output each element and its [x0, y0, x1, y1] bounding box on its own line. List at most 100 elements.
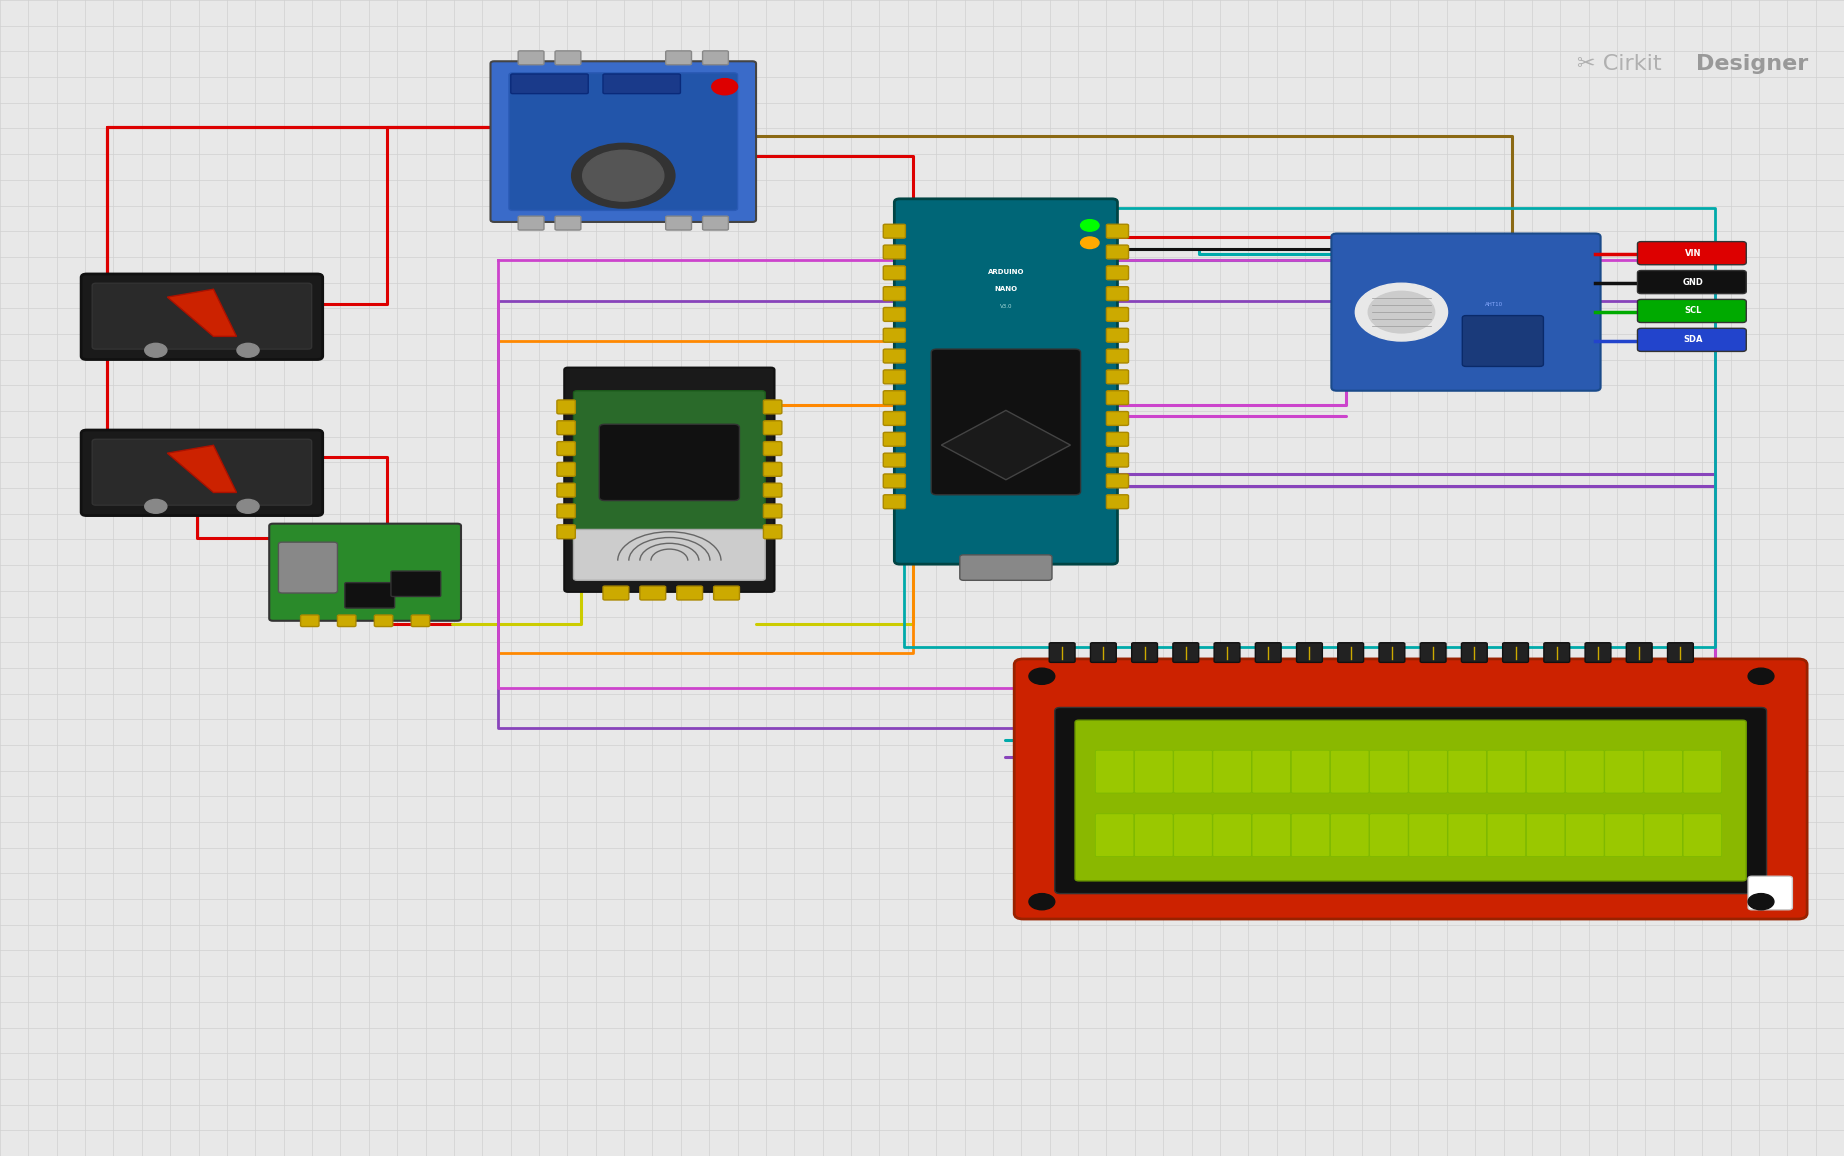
FancyBboxPatch shape	[269, 524, 461, 621]
FancyBboxPatch shape	[491, 61, 756, 222]
FancyBboxPatch shape	[1527, 750, 1566, 793]
FancyBboxPatch shape	[883, 453, 905, 467]
FancyBboxPatch shape	[883, 370, 905, 384]
FancyBboxPatch shape	[894, 199, 1117, 564]
FancyBboxPatch shape	[557, 442, 575, 455]
FancyBboxPatch shape	[1106, 266, 1129, 280]
FancyBboxPatch shape	[557, 462, 575, 476]
FancyBboxPatch shape	[301, 615, 319, 627]
FancyBboxPatch shape	[411, 615, 430, 627]
FancyBboxPatch shape	[518, 51, 544, 65]
FancyBboxPatch shape	[1106, 412, 1129, 425]
FancyBboxPatch shape	[883, 287, 905, 301]
FancyBboxPatch shape	[1462, 643, 1488, 662]
Polygon shape	[940, 410, 1070, 480]
FancyBboxPatch shape	[883, 412, 905, 425]
Text: V3.0: V3.0	[999, 304, 1012, 309]
FancyBboxPatch shape	[1106, 474, 1129, 488]
FancyBboxPatch shape	[557, 483, 575, 497]
FancyBboxPatch shape	[1213, 643, 1239, 662]
FancyBboxPatch shape	[677, 586, 703, 600]
FancyBboxPatch shape	[1095, 750, 1134, 793]
FancyBboxPatch shape	[92, 283, 312, 349]
FancyBboxPatch shape	[1106, 328, 1129, 342]
FancyBboxPatch shape	[345, 583, 395, 608]
FancyBboxPatch shape	[1337, 643, 1363, 662]
FancyBboxPatch shape	[603, 586, 629, 600]
Text: NANO: NANO	[994, 286, 1018, 292]
FancyBboxPatch shape	[557, 525, 575, 539]
FancyBboxPatch shape	[1566, 750, 1604, 793]
FancyBboxPatch shape	[1106, 224, 1129, 238]
Polygon shape	[168, 289, 236, 336]
FancyBboxPatch shape	[1252, 814, 1291, 857]
FancyBboxPatch shape	[599, 424, 739, 501]
FancyBboxPatch shape	[883, 224, 905, 238]
FancyBboxPatch shape	[1637, 299, 1746, 323]
Circle shape	[1748, 894, 1774, 910]
FancyBboxPatch shape	[1014, 659, 1807, 919]
Circle shape	[236, 499, 258, 513]
FancyBboxPatch shape	[1637, 242, 1746, 265]
FancyBboxPatch shape	[573, 529, 765, 580]
FancyBboxPatch shape	[1291, 750, 1330, 793]
FancyBboxPatch shape	[1645, 750, 1682, 793]
FancyBboxPatch shape	[1132, 643, 1158, 662]
FancyBboxPatch shape	[1095, 814, 1134, 857]
FancyBboxPatch shape	[1379, 643, 1405, 662]
FancyBboxPatch shape	[703, 216, 728, 230]
FancyBboxPatch shape	[1667, 643, 1693, 662]
FancyBboxPatch shape	[1370, 750, 1409, 793]
FancyBboxPatch shape	[883, 495, 905, 509]
Circle shape	[572, 143, 675, 208]
FancyBboxPatch shape	[1173, 643, 1199, 662]
FancyBboxPatch shape	[1134, 814, 1173, 857]
FancyBboxPatch shape	[666, 216, 692, 230]
FancyBboxPatch shape	[1448, 750, 1486, 793]
FancyBboxPatch shape	[81, 430, 323, 516]
FancyBboxPatch shape	[703, 51, 728, 65]
FancyBboxPatch shape	[603, 74, 680, 94]
FancyBboxPatch shape	[763, 421, 782, 435]
FancyBboxPatch shape	[564, 368, 774, 592]
FancyBboxPatch shape	[1106, 245, 1129, 259]
FancyBboxPatch shape	[883, 245, 905, 259]
Circle shape	[712, 79, 738, 95]
FancyBboxPatch shape	[763, 462, 782, 476]
FancyBboxPatch shape	[883, 307, 905, 321]
FancyBboxPatch shape	[1106, 307, 1129, 321]
FancyBboxPatch shape	[1462, 316, 1543, 366]
Text: GND: GND	[1682, 277, 1704, 287]
Text: ✂ Cirkit: ✂ Cirkit	[1577, 53, 1669, 74]
FancyBboxPatch shape	[1256, 643, 1282, 662]
Text: Designer: Designer	[1696, 53, 1809, 74]
FancyBboxPatch shape	[1488, 750, 1525, 793]
FancyBboxPatch shape	[1409, 814, 1448, 857]
FancyBboxPatch shape	[278, 542, 337, 593]
FancyBboxPatch shape	[509, 73, 738, 210]
Circle shape	[1368, 291, 1435, 333]
FancyBboxPatch shape	[1213, 814, 1252, 857]
FancyBboxPatch shape	[1645, 814, 1682, 857]
FancyBboxPatch shape	[1106, 287, 1129, 301]
FancyBboxPatch shape	[666, 51, 692, 65]
FancyBboxPatch shape	[883, 328, 905, 342]
Text: SCL: SCL	[1684, 306, 1702, 316]
FancyBboxPatch shape	[1106, 432, 1129, 446]
FancyBboxPatch shape	[1543, 643, 1569, 662]
FancyBboxPatch shape	[1213, 750, 1252, 793]
FancyBboxPatch shape	[1134, 750, 1173, 793]
FancyBboxPatch shape	[1331, 750, 1368, 793]
FancyBboxPatch shape	[1566, 814, 1604, 857]
FancyBboxPatch shape	[1175, 814, 1212, 857]
FancyBboxPatch shape	[557, 400, 575, 414]
FancyBboxPatch shape	[557, 421, 575, 435]
FancyBboxPatch shape	[1527, 814, 1566, 857]
FancyBboxPatch shape	[1586, 643, 1612, 662]
FancyBboxPatch shape	[1637, 271, 1746, 294]
FancyBboxPatch shape	[555, 216, 581, 230]
FancyBboxPatch shape	[1252, 750, 1291, 793]
Circle shape	[236, 343, 258, 357]
FancyBboxPatch shape	[337, 615, 356, 627]
FancyBboxPatch shape	[1106, 453, 1129, 467]
